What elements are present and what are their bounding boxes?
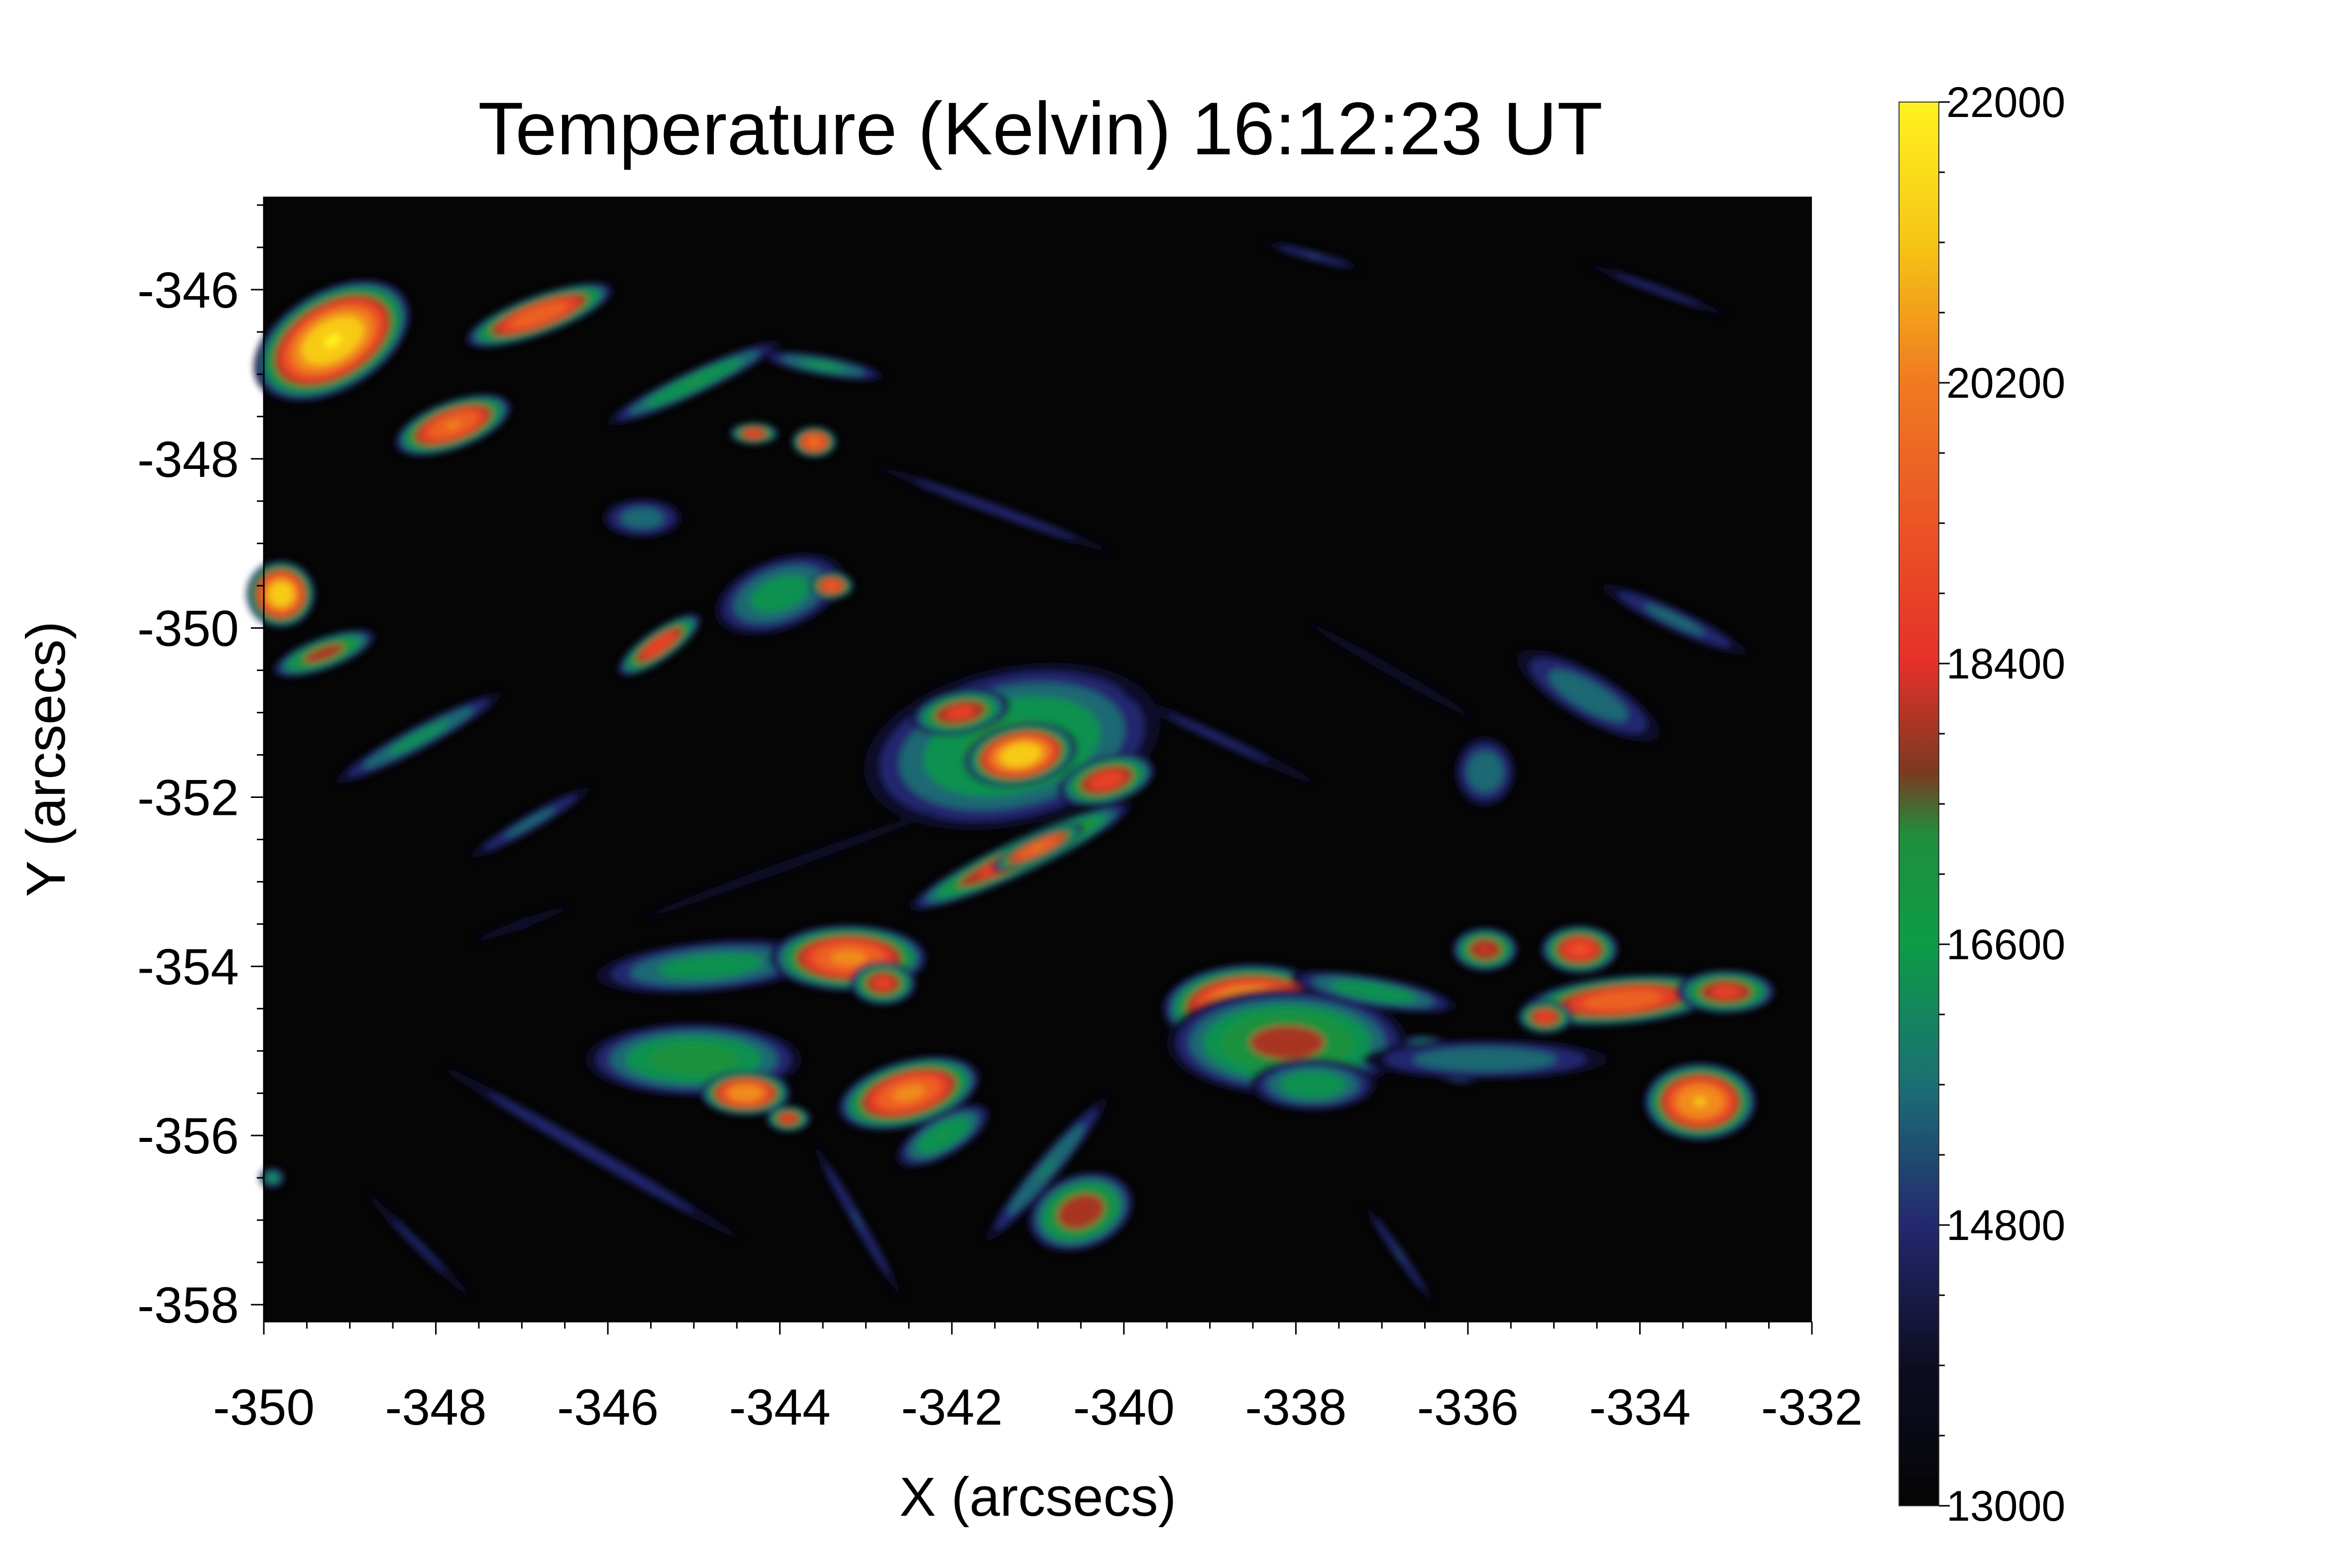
heatmap-blob — [1517, 1001, 1573, 1034]
heatmap-blob — [879, 467, 1111, 553]
heatmap-blob — [1602, 584, 1747, 655]
heatmap-blob — [1249, 1058, 1377, 1111]
heatmap-blob — [1289, 970, 1457, 1013]
heatmap-blob — [246, 560, 316, 628]
y-axis: -346 -348 -350 -352 -354 -356 -358 — [137, 197, 265, 1334]
heatmap-blob — [640, 810, 937, 919]
heatmap-blob — [1452, 927, 1519, 971]
heatmap-blob — [1308, 623, 1472, 718]
heatmap-blob — [368, 1195, 469, 1296]
x-tick-label: -336 — [1417, 1379, 1519, 1436]
x-tick-label: -344 — [729, 1379, 831, 1436]
x-tick-label: -332 — [1761, 1379, 1863, 1436]
heatmap-blob — [1517, 650, 1660, 742]
heatmap-blob — [964, 722, 1077, 787]
x-axis: -350 -348 -346 -344 -342 -340 -338 -336 -334 -332 — [213, 1321, 1863, 1436]
heatmap-blob — [761, 351, 885, 381]
heatmap-blob — [1454, 736, 1516, 807]
heatmap-image — [246, 242, 1776, 1302]
heatmap-blob — [1643, 1062, 1757, 1141]
heatmap-blob — [602, 498, 683, 538]
heatmap-blob — [700, 1071, 791, 1116]
heatmap-blob — [1587, 264, 1727, 316]
x-tick-label: -334 — [1589, 1379, 1690, 1436]
heatmap-blob — [254, 279, 411, 402]
heatmap-blob — [1167, 989, 1408, 1097]
colorbar-tick-label: 16600 — [1946, 921, 2065, 969]
heatmap-blob — [992, 824, 1084, 872]
colorbar: 22000 20200 18400 16600 14800 13000 — [1899, 79, 2065, 1530]
heatmap-blob — [1058, 753, 1156, 807]
colorbar-ticks: 22000 20200 18400 16600 14800 13000 — [1939, 79, 2065, 1530]
heatmap-blob — [911, 689, 1010, 736]
heatmap-blob — [837, 1056, 981, 1131]
x-tick-label: -338 — [1245, 1379, 1346, 1436]
heatmap-blob — [442, 1066, 739, 1238]
y-tick-label: -350 — [137, 600, 239, 657]
x-tick-label: -348 — [385, 1379, 486, 1436]
x-tick-label: -340 — [1073, 1379, 1175, 1436]
heatmap-blob — [470, 787, 591, 858]
y-tick-label: -346 — [137, 262, 239, 319]
heatmap-blob — [850, 961, 916, 1006]
y-axis-label: Y (arcsecs) — [15, 621, 77, 897]
x-tick-label: -342 — [901, 1379, 1003, 1436]
y-tick-label: -352 — [137, 769, 239, 826]
heatmap-plot-area — [246, 197, 1812, 1322]
heatmap-blob — [1365, 1206, 1433, 1302]
heatmap-blob — [1266, 242, 1360, 269]
heatmap-blob — [896, 1103, 991, 1168]
colorbar-tick-label: 14800 — [1946, 1202, 2065, 1249]
heatmap-blob — [1027, 1171, 1134, 1252]
heatmap-blob — [813, 1144, 901, 1296]
heatmap-blob — [394, 393, 512, 456]
heatmap-blob — [260, 1167, 285, 1188]
heatmap-blob — [766, 1105, 811, 1132]
x-axis-label: X (arcsecs) — [899, 1466, 1176, 1528]
colorbar-gradient-bar — [1899, 102, 1939, 1506]
y-tick-label: -356 — [137, 1108, 239, 1164]
x-tick-label: -350 — [213, 1379, 315, 1436]
heatmap-blob — [729, 422, 779, 445]
heatmap-blob — [714, 553, 846, 636]
colorbar-tick-label: 18400 — [1946, 640, 2065, 688]
heatmap-blob — [1362, 1039, 1608, 1080]
colorbar-tick-label: 20200 — [1946, 359, 2065, 407]
heatmap-blob — [1676, 970, 1776, 1014]
heatmap-blob — [809, 572, 854, 599]
heatmap-blob — [336, 692, 502, 784]
y-tick-label: -348 — [137, 431, 239, 488]
heatmap-blob — [617, 613, 702, 676]
heatmap-blob — [1121, 692, 1316, 784]
colorbar-tick-label: 22000 — [1946, 79, 2065, 126]
heatmap-blob — [272, 629, 376, 678]
y-tick-label: -354 — [137, 938, 239, 995]
x-tick-label: -346 — [557, 1379, 659, 1436]
colorbar-tick-label: 13000 — [1946, 1482, 2065, 1530]
heatmap-blob — [474, 906, 570, 942]
y-tick-label: -358 — [137, 1277, 239, 1334]
heatmap-blob — [986, 1098, 1107, 1241]
heatmap-blob — [791, 426, 837, 457]
heatmap-blob — [464, 282, 614, 348]
chart-title: Temperature (Kelvin) 16:12:23 UT — [478, 87, 1602, 170]
heatmap-blob — [1540, 925, 1619, 974]
heatmap-blob — [595, 938, 826, 994]
heatmap-blob — [606, 340, 782, 425]
